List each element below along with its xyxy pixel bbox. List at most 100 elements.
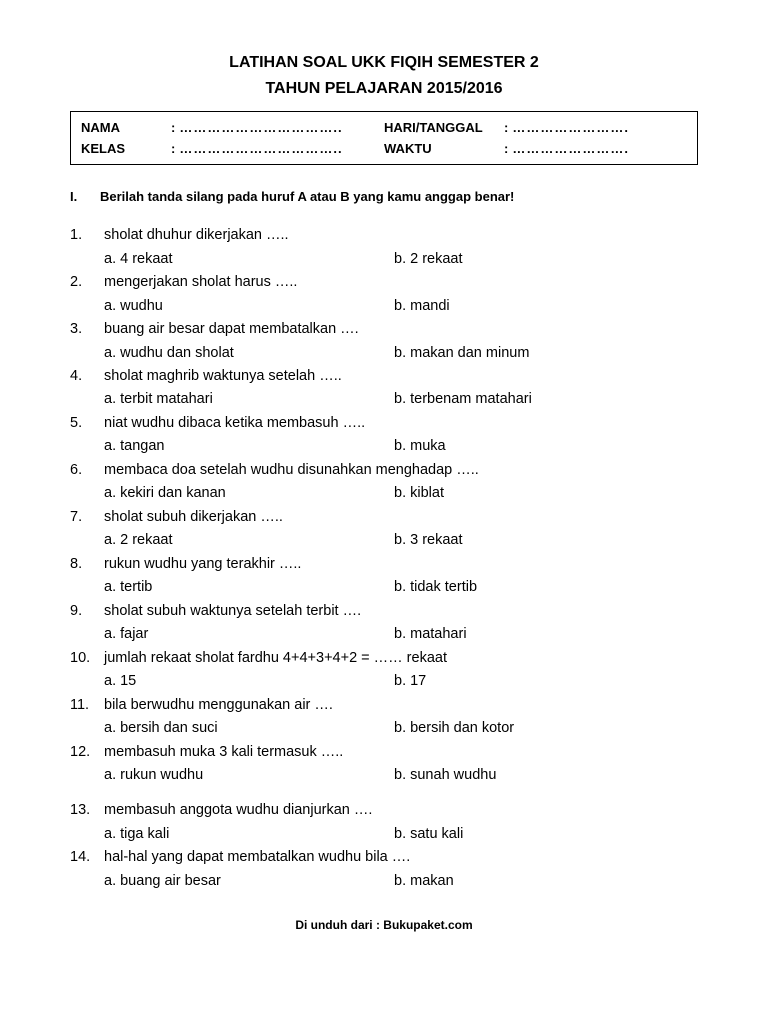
option-gap <box>70 623 104 645</box>
question-number: 7. <box>70 506 104 528</box>
question-row: 1.sholat dhuhur dikerjakan ….. <box>70 224 698 246</box>
option-a: a. fajar <box>104 623 394 645</box>
info-nama: NAMA : …………………………….. <box>81 120 384 135</box>
option-row: a. rukun wudhub. sunah wudhu <box>70 764 698 786</box>
question-text: bila berwudhu menggunakan air …. <box>104 694 698 716</box>
option-b: b. muka <box>394 435 698 457</box>
option-row: a. 15b. 17 <box>70 670 698 692</box>
option-a: a. 4 rekaat <box>104 248 394 270</box>
instruction-num: I. <box>70 189 100 204</box>
colon: : <box>171 120 175 135</box>
question-text: mengerjakan sholat harus ….. <box>104 271 698 293</box>
question-number: 3. <box>70 318 104 340</box>
option-gap <box>70 482 104 504</box>
question-row: 3.buang air besar dapat membatalkan …. <box>70 318 698 340</box>
option-gap <box>70 576 104 598</box>
option-gap <box>70 823 104 845</box>
footer-text: Di unduh dari : Bukupaket.com <box>70 918 698 932</box>
option-b: b. makan dan minum <box>394 342 698 364</box>
option-gap <box>70 717 104 739</box>
question-text: hal-hal yang dapat membatalkan wudhu bil… <box>104 846 698 868</box>
option-gap <box>70 295 104 317</box>
option-a: a. wudhu <box>104 295 394 317</box>
question-row: 12.membasuh muka 3 kali termasuk ….. <box>70 741 698 763</box>
kelas-blank: …………………………….. <box>179 141 342 156</box>
instruction: I. Berilah tanda silang pada huruf A ata… <box>70 189 698 204</box>
question-text: membaca doa setelah wudhu disunahkan men… <box>104 459 698 481</box>
question-number: 2. <box>70 271 104 293</box>
document-page: LATIHAN SOAL UKK FIQIH SEMESTER 2 TAHUN … <box>0 0 768 952</box>
question-row: 7.sholat subuh dikerjakan ….. <box>70 506 698 528</box>
option-row: a. wudhub. mandi <box>70 295 698 317</box>
option-a: a. terbit matahari <box>104 388 394 410</box>
option-row: a. terbit mataharib. terbenam matahari <box>70 388 698 410</box>
question-text: sholat subuh dikerjakan ….. <box>104 506 698 528</box>
question-text: sholat dhuhur dikerjakan ….. <box>104 224 698 246</box>
option-b: b. 17 <box>394 670 698 692</box>
question-list: 1.sholat dhuhur dikerjakan …..a. 4 rekaa… <box>70 224 698 892</box>
question-row: 8.rukun wudhu yang terakhir ….. <box>70 553 698 575</box>
info-waktu: WAKTU : ……………………. <box>384 141 687 156</box>
question-row: 5.niat wudhu dibaca ketika membasuh ….. <box>70 412 698 434</box>
option-row: a. tanganb. muka <box>70 435 698 457</box>
option-a: a. rukun wudhu <box>104 764 394 786</box>
info-row-2: KELAS : …………………………….. WAKTU : ……………………. <box>81 141 687 156</box>
question-row: 11.bila berwudhu menggunakan air …. <box>70 694 698 716</box>
title-block: LATIHAN SOAL UKK FIQIH SEMESTER 2 TAHUN … <box>70 50 698 101</box>
option-b: b. satu kali <box>394 823 698 845</box>
question-text: buang air besar dapat membatalkan …. <box>104 318 698 340</box>
option-b: b. bersih dan kotor <box>394 717 698 739</box>
question-text: niat wudhu dibaca ketika membasuh ….. <box>104 412 698 434</box>
question-number: 13. <box>70 799 104 821</box>
option-gap <box>70 342 104 364</box>
question-text: sholat maghrib waktunya setelah ….. <box>104 365 698 387</box>
waktu-label: WAKTU <box>384 141 504 156</box>
option-row: a. 2 rekaatb. 3 rekaat <box>70 529 698 551</box>
option-a: a. bersih dan suci <box>104 717 394 739</box>
question-number: 4. <box>70 365 104 387</box>
question-row: 14.hal-hal yang dapat membatalkan wudhu … <box>70 846 698 868</box>
nama-blank: …………………………….. <box>179 120 342 135</box>
hari-label: HARI/TANGGAL <box>384 120 504 135</box>
info-hari: HARI/TANGGAL : ……………………. <box>384 120 687 135</box>
option-row: a. buang air besarb. makan <box>70 870 698 892</box>
hari-blank: ……………………. <box>512 120 629 135</box>
question-text: rukun wudhu yang terakhir ….. <box>104 553 698 575</box>
question-row: 2.mengerjakan sholat harus ….. <box>70 271 698 293</box>
option-a: a. 2 rekaat <box>104 529 394 551</box>
colon: : <box>504 120 508 135</box>
question-number: 12. <box>70 741 104 763</box>
kelas-label: KELAS <box>81 141 171 156</box>
question-number: 14. <box>70 846 104 868</box>
question-number: 1. <box>70 224 104 246</box>
question-text: sholat subuh waktunya setelah terbit …. <box>104 600 698 622</box>
option-gap <box>70 670 104 692</box>
option-b: b. 2 rekaat <box>394 248 698 270</box>
option-b: b. sunah wudhu <box>394 764 698 786</box>
option-gap <box>70 248 104 270</box>
info-table: NAMA : …………………………….. HARI/TANGGAL : …………… <box>70 111 698 165</box>
colon: : <box>504 141 508 156</box>
question-row: 10.jumlah rekaat sholat fardhu 4+4+3+4+2… <box>70 647 698 669</box>
question-number: 6. <box>70 459 104 481</box>
option-gap <box>70 388 104 410</box>
nama-label: NAMA <box>81 120 171 135</box>
question-number: 10. <box>70 647 104 669</box>
option-row: a. tiga kalib. satu kali <box>70 823 698 845</box>
option-b: b. makan <box>394 870 698 892</box>
option-a: a. kekiri dan kanan <box>104 482 394 504</box>
option-row: a. bersih dan sucib. bersih dan kotor <box>70 717 698 739</box>
option-b: b. matahari <box>394 623 698 645</box>
option-gap <box>70 435 104 457</box>
option-b: b. tidak tertib <box>394 576 698 598</box>
spacer <box>70 787 698 799</box>
instruction-text: Berilah tanda silang pada huruf A atau B… <box>100 189 514 204</box>
option-a: a. tangan <box>104 435 394 457</box>
colon: : <box>171 141 175 156</box>
option-row: a. fajarb. matahari <box>70 623 698 645</box>
question-number: 11. <box>70 694 104 716</box>
waktu-blank: ……………………. <box>512 141 629 156</box>
option-gap <box>70 870 104 892</box>
option-row: a. 4 rekaatb. 2 rekaat <box>70 248 698 270</box>
info-row-1: NAMA : …………………………….. HARI/TANGGAL : …………… <box>81 120 687 135</box>
